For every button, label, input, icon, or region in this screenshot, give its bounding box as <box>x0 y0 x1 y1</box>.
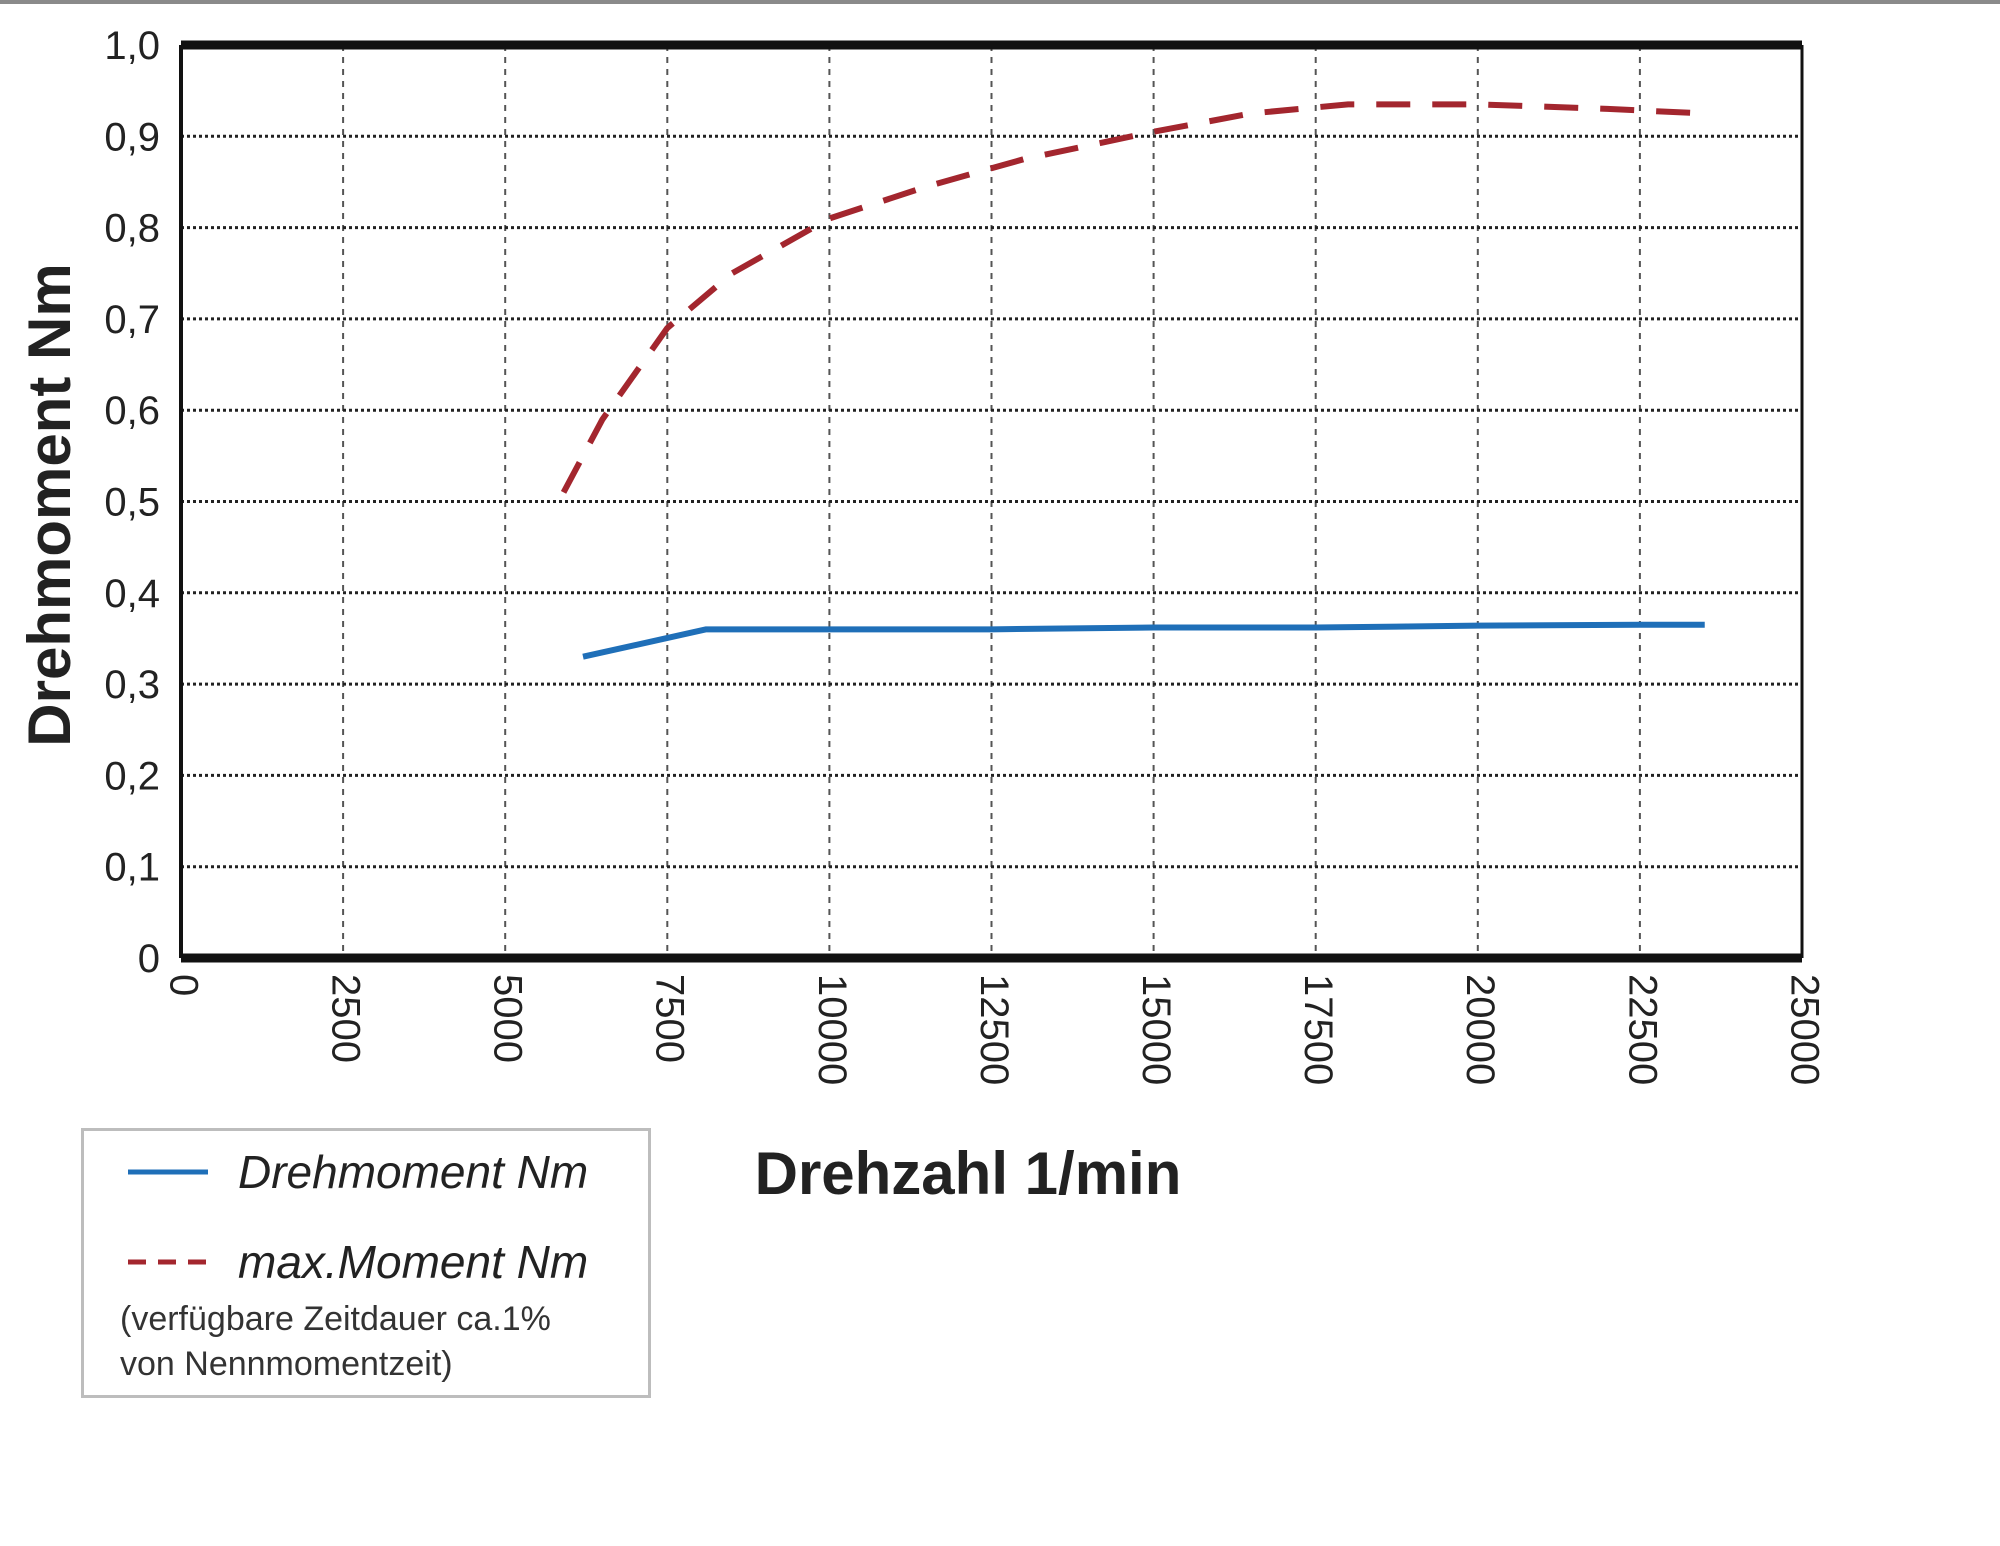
legend-note: (verfügbare Zeitdauer ca.1% von Nennmome… <box>120 1297 551 1387</box>
top-border <box>0 0 2000 4</box>
x-tick-label: 22500 <box>1620 974 1664 1085</box>
series-line-max-moment <box>560 101 1705 494</box>
x-tick-label: 0 <box>161 974 205 996</box>
legend-note-line-2: von Nennmomentzeit) <box>120 1345 453 1383</box>
series-lines <box>560 101 1705 660</box>
legend-item-max-moment: max.Moment Nm <box>84 1235 588 1289</box>
y-tick-label: 0 <box>138 937 160 981</box>
series-line-drehmoment <box>582 621 1705 660</box>
x-tick-label: 25000 <box>1782 974 1826 1085</box>
legend-label-max-moment: max.Moment Nm <box>238 1236 589 1288</box>
x-tick-label: 15000 <box>1134 974 1178 1085</box>
y-tick-label: 0,2 <box>104 754 160 798</box>
x-tick-label: 7500 <box>648 974 692 1063</box>
y-tick-label: 0,1 <box>104 846 160 890</box>
y-tick-label: 0,9 <box>104 115 160 159</box>
x-axis-label: Drehzahl 1/min <box>755 1140 1182 1207</box>
legend-swatch-dashed <box>128 1259 208 1265</box>
y-tick-label: 1,0 <box>104 24 160 68</box>
y-tick-label: 0,4 <box>104 572 160 616</box>
y-tick-labels: 0 0,1 0,2 0,3 0,4 0,5 0,6 0,7 0,8 0,9 1,0 <box>104 24 160 981</box>
y-tick-label: 0,8 <box>104 207 160 251</box>
x-tick-label: 5000 <box>486 974 530 1063</box>
y-tick-label: 0,7 <box>104 298 160 342</box>
legend: Drehmoment Nm max.Moment Nm (verfügbare … <box>81 1128 651 1398</box>
x-tick-label: 12500 <box>972 974 1016 1085</box>
y-axis-label: Drehmoment Nm <box>16 263 83 746</box>
x-tick-label: 20000 <box>1458 974 1502 1085</box>
x-tick-label: 10000 <box>810 974 854 1085</box>
legend-item-drehmoment: Drehmoment Nm <box>84 1145 588 1199</box>
y-tick-label: 0,5 <box>104 481 160 525</box>
x-tick-label: 2500 <box>324 974 368 1063</box>
plot-frame <box>179 40 1804 963</box>
legend-note-line-1: (verfügbare Zeitdauer ca.1% <box>120 1300 551 1338</box>
grid-lines <box>181 45 1802 958</box>
legend-swatch-solid <box>128 1169 208 1175</box>
legend-label-drehmoment: Drehmoment Nm <box>238 1146 589 1198</box>
y-tick-label: 0,3 <box>104 663 160 707</box>
y-tick-label: 0,6 <box>104 389 160 433</box>
x-tick-labels: 0 2500 5000 7500 10000 12500 15000 17500 20000 22… <box>161 974 1826 1085</box>
x-tick-label: 17500 <box>1296 974 1340 1085</box>
